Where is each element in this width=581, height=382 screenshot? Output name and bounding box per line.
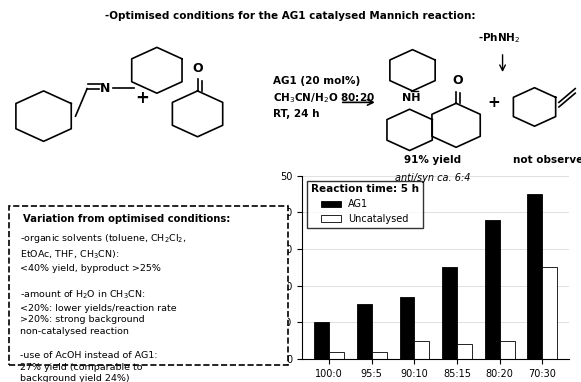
Bar (500, 341, 515, 359)
Text: +: + (135, 89, 149, 107)
Bar (357, 304, 372, 359)
Bar (372, 352, 387, 359)
Bar (528, 194, 542, 359)
FancyBboxPatch shape (9, 206, 288, 365)
Text: O: O (453, 74, 463, 87)
Legend: AG1, Uncatalysed: AG1, Uncatalysed (307, 181, 423, 228)
Text: -PhNH$_2$: -PhNH$_2$ (479, 31, 521, 45)
Y-axis label: Yield (%): Yield (%) (264, 244, 274, 290)
Bar (485, 220, 500, 359)
Bar (442, 267, 457, 359)
Text: -Optimised conditions for the AG1 catalysed Mannich reaction:: -Optimised conditions for the AG1 cataly… (105, 11, 476, 21)
Text: AG1 (20 mol%)
CH$_3$CN/H$_2$O 80:20
RT, 24 h: AG1 (20 mol%) CH$_3$CN/H$_2$O 80:20 RT, … (273, 76, 375, 119)
Bar (314, 322, 329, 359)
Text: -organic solvents (toluene, CH$_2$Cl$_2$,
EtOAc, THF, CH$_3$CN):
<40% yield, byp: -organic solvents (toluene, CH$_2$Cl$_2$… (20, 232, 187, 382)
Bar (414, 341, 429, 359)
Text: N: N (100, 82, 110, 95)
Bar (542, 267, 557, 359)
Text: +: + (487, 95, 500, 110)
Bar (329, 352, 344, 359)
Text: anti/syn ca. 6:4: anti/syn ca. 6:4 (395, 173, 471, 183)
Text: 91% yield: 91% yield (404, 155, 461, 165)
Text: NH: NH (402, 93, 421, 103)
Bar (400, 297, 414, 359)
Text: not observed: not observed (513, 155, 581, 165)
Bar (457, 345, 472, 359)
Text: Variation from optimised conditions:: Variation from optimised conditions: (23, 214, 230, 224)
Text: O: O (192, 62, 203, 75)
